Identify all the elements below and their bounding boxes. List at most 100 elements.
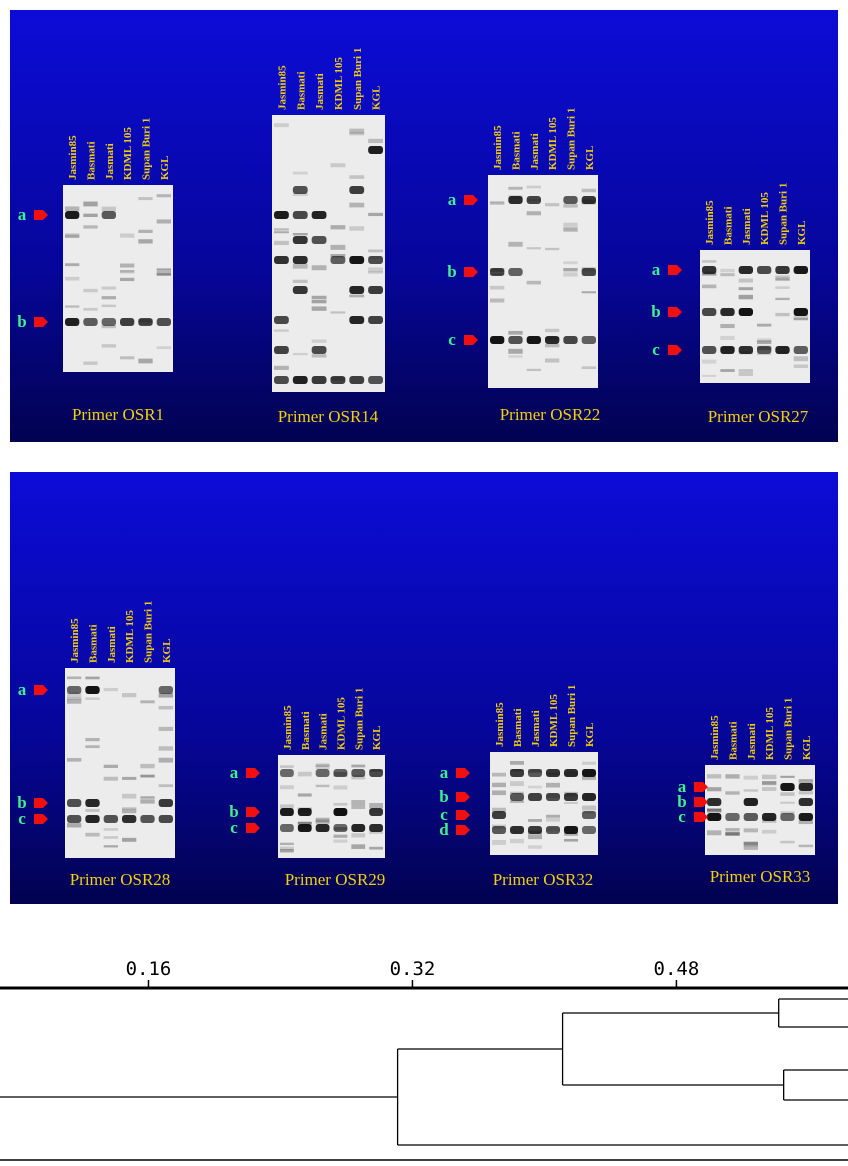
gel-band (546, 826, 560, 834)
gel-band (508, 242, 522, 247)
gel-band (720, 308, 734, 316)
lane-label: Jasmati (104, 143, 116, 180)
gel-band (707, 830, 721, 835)
gel-band (510, 781, 524, 786)
gel-band (83, 289, 97, 292)
gel-band (293, 280, 308, 283)
lane-label: KDML 105 (333, 57, 345, 110)
gel-band (274, 346, 289, 354)
gel-band (702, 360, 716, 364)
gel-band (794, 364, 808, 368)
gel-band (794, 356, 808, 361)
gel-band (582, 769, 596, 777)
gel-band (563, 336, 577, 344)
gel-band (120, 270, 134, 273)
lane-label: Supan Buri 1 (141, 118, 153, 180)
gel-band (564, 769, 578, 777)
gel-band (157, 273, 171, 275)
gel-band (563, 196, 577, 204)
gel-band (720, 324, 734, 328)
gel-band (312, 265, 327, 270)
gel-band (83, 308, 97, 311)
marker-letter: c (448, 330, 456, 349)
gel-band (280, 808, 294, 816)
gel-band (368, 267, 383, 272)
gel-band (702, 346, 716, 354)
merge-node (0, 1049, 398, 1145)
gel-band (563, 227, 577, 231)
gel-band (312, 354, 327, 357)
gel-band (762, 775, 776, 779)
gel-band (546, 818, 560, 822)
lane-label: Supan Buri 1 (783, 698, 795, 760)
gel-band (369, 803, 383, 808)
gel-band (582, 336, 596, 344)
gel-band (739, 287, 753, 290)
lane-label: KGL (371, 86, 383, 110)
gel-band (527, 281, 541, 285)
gel-band (159, 706, 173, 709)
gel-band (368, 250, 383, 253)
lane-label: KGL (584, 723, 596, 747)
marker-letter: a (440, 763, 449, 782)
gel-band (775, 279, 789, 281)
gel-band (351, 800, 365, 805)
lane-label: Supan Buri 1 (353, 688, 365, 750)
gel-band (799, 845, 813, 847)
gel-band (508, 196, 522, 204)
gel-band (744, 842, 758, 846)
gel-band (274, 376, 289, 384)
gel-band (159, 686, 173, 694)
gel-band (780, 841, 794, 844)
gel-band (794, 346, 808, 354)
gel-band (757, 338, 771, 342)
gel-band (369, 847, 383, 850)
gel-band (725, 813, 739, 821)
gel-band (85, 809, 99, 812)
gel-band (725, 791, 739, 794)
gel-band (138, 230, 152, 233)
gel-band (739, 266, 753, 274)
gel-band (104, 845, 118, 847)
gel-band (739, 279, 753, 283)
gel-band (780, 792, 794, 796)
gel-band (274, 123, 289, 127)
gel-band (274, 228, 289, 230)
gel-band (138, 318, 152, 326)
gel-band (274, 211, 289, 219)
gel-band (739, 295, 753, 299)
marker-letter: b (17, 312, 26, 331)
gel-band (739, 369, 753, 371)
gel-band (490, 203, 504, 205)
gel-band (102, 211, 116, 219)
gel-band (528, 786, 542, 789)
gel-band (67, 799, 81, 807)
gel-band (762, 813, 776, 821)
gel-band (312, 236, 327, 244)
gel-band (140, 775, 154, 778)
marker-letter: c (678, 807, 686, 826)
gel-band (349, 226, 364, 230)
gel-band (582, 291, 596, 293)
gel-band (65, 206, 79, 211)
gel-band (312, 306, 327, 310)
gel (490, 752, 598, 855)
lane-label: Supan Buri 1 (352, 48, 364, 110)
gel-band (757, 346, 771, 354)
gel-band (582, 366, 596, 369)
gel-band (65, 318, 79, 326)
gel-band (794, 308, 808, 316)
gel-band (545, 358, 559, 362)
gel-band (702, 375, 716, 377)
gel-band (65, 305, 79, 307)
gel-band (510, 761, 524, 765)
gel-band (83, 225, 97, 228)
gel-band (528, 769, 542, 777)
gel-band (293, 256, 308, 264)
gel-band (280, 849, 294, 852)
gel-band (492, 783, 506, 787)
marker-letter: c (230, 818, 238, 837)
gel-band (351, 824, 365, 832)
gel-band (545, 344, 559, 347)
gel-band (508, 355, 522, 358)
